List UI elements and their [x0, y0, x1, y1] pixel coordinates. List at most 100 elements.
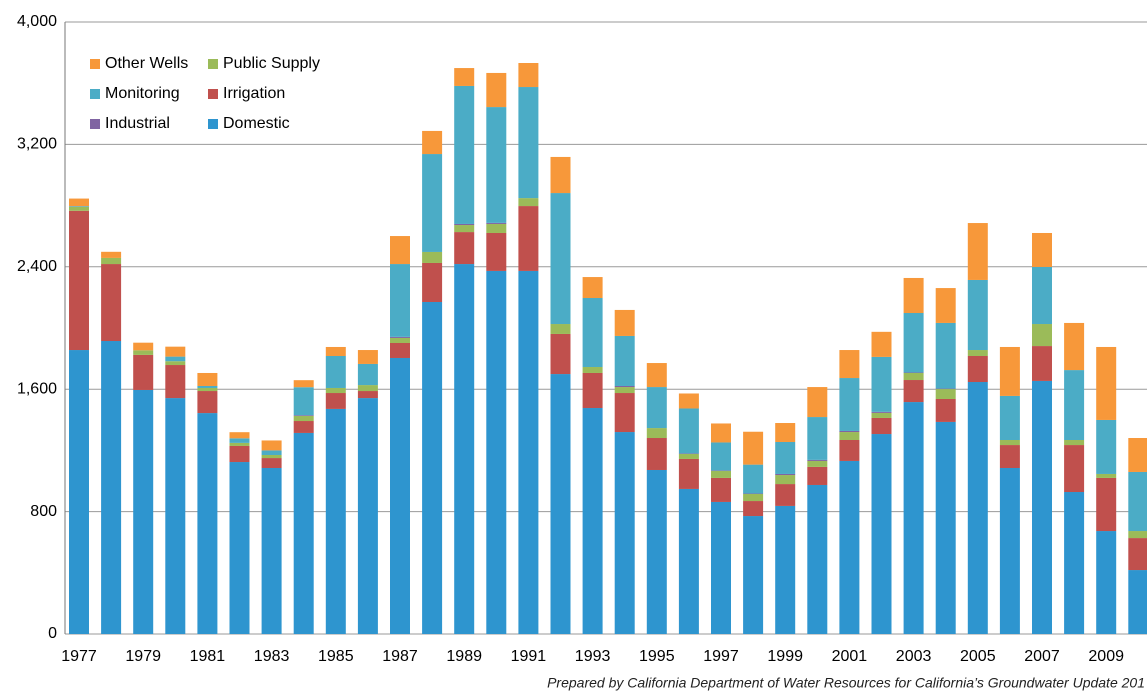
bar-segment	[1064, 322, 1085, 371]
bar-segment	[390, 337, 410, 343]
x-tick-label: 1989	[446, 648, 482, 665]
bar-segment	[261, 440, 282, 451]
bar-segment	[678, 453, 699, 459]
bar-segment	[197, 387, 218, 392]
bar-segment	[711, 423, 731, 443]
bar-segment	[903, 313, 924, 373]
y-tick-label: 0	[48, 625, 57, 642]
bar-segment	[293, 415, 314, 422]
bar-segment	[1032, 346, 1052, 381]
bar-segment	[1128, 538, 1147, 571]
bar-segment	[839, 460, 860, 634]
bar-segment	[1032, 380, 1052, 634]
bar-segment	[646, 387, 667, 429]
bar-segment	[839, 350, 860, 379]
bar-segment	[357, 391, 378, 399]
legend-label: Public Supply	[223, 55, 320, 72]
bar-segment	[743, 431, 764, 465]
bar-segment	[518, 206, 539, 271]
bar-segment	[871, 412, 892, 418]
bar-segment	[646, 438, 667, 470]
bar-segment	[646, 428, 667, 439]
bar-segment	[550, 333, 571, 375]
y-tick-label: 800	[30, 503, 57, 520]
bar-segment	[967, 382, 988, 634]
bar-segment	[69, 210, 89, 351]
bar-segment	[935, 389, 956, 399]
bar-segment	[1128, 471, 1147, 532]
bar-segment	[454, 68, 475, 86]
bar-segment	[1032, 232, 1052, 267]
bar-segment	[903, 402, 924, 634]
bar-segment	[582, 408, 603, 634]
bar-segment	[711, 477, 731, 502]
legend-swatch	[90, 119, 100, 129]
bar-segment	[1128, 570, 1147, 634]
bar-segment	[454, 232, 475, 265]
bar-segment	[422, 251, 443, 263]
x-tick-label: 1991	[511, 648, 547, 665]
x-tick-label: 1983	[254, 648, 290, 665]
bar-segment	[486, 232, 507, 271]
bar-segment	[422, 130, 443, 155]
bar-segment	[775, 441, 796, 474]
bar-segment	[743, 516, 764, 634]
bar-segment	[711, 470, 731, 478]
bar-segment	[229, 432, 250, 439]
bar-segment	[711, 442, 731, 471]
bar-segment	[1064, 445, 1085, 493]
bar-segment	[454, 223, 475, 226]
bar-segment	[1032, 324, 1052, 347]
bar-segment	[1064, 370, 1085, 440]
bar-segment	[743, 501, 764, 517]
legend-label: Other Wells	[105, 55, 188, 72]
bar-segment	[293, 380, 314, 388]
bar-segment	[871, 417, 892, 435]
y-tick-label: 3,200	[17, 136, 57, 153]
bar-segment	[999, 395, 1020, 440]
bar-segment	[518, 63, 539, 88]
bar-segment	[101, 341, 122, 634]
bar-segment	[293, 432, 314, 634]
bar-segment	[807, 387, 828, 418]
bar-segment	[999, 467, 1020, 634]
bar-segment	[839, 430, 860, 433]
bar-segment	[711, 501, 731, 634]
bar-segment	[967, 350, 988, 356]
bar-segment	[678, 488, 699, 634]
bar-segment	[325, 393, 346, 409]
legend-label: Irrigation	[223, 85, 285, 102]
bar-segment	[293, 387, 314, 416]
legend-swatch	[90, 59, 100, 69]
footer: Prepared by California Department of Wat…	[547, 675, 1145, 691]
x-tick-label: 1979	[125, 648, 161, 665]
bar-segment	[614, 385, 635, 388]
legend-swatch	[208, 59, 218, 69]
bar-segment	[743, 494, 764, 502]
bar-segment	[967, 279, 988, 351]
bar-segment	[325, 408, 346, 634]
bar-segment	[550, 193, 571, 325]
bar-segment	[614, 309, 635, 336]
x-tick-label: 2007	[1024, 648, 1060, 665]
bar-segment	[101, 251, 122, 258]
bar-segment	[69, 198, 89, 207]
bar-segment	[133, 389, 154, 634]
bar-segment	[357, 398, 378, 634]
bar-segment	[69, 206, 89, 211]
bar-segment	[935, 322, 956, 389]
bar-segment	[1096, 419, 1117, 474]
bar-segment	[614, 432, 635, 634]
bar-segment	[1096, 346, 1117, 420]
bar-segment	[871, 331, 892, 357]
bar-segment	[775, 505, 796, 634]
bar-segment	[999, 439, 1020, 446]
bar-segment	[550, 324, 571, 334]
bar-segment	[390, 357, 410, 634]
bar-segment	[133, 354, 154, 390]
x-tick-label: 1997	[703, 648, 739, 665]
bar-segment	[390, 264, 410, 337]
x-tick-label: 1995	[639, 648, 675, 665]
bar-segment	[165, 398, 186, 634]
bar-segment	[357, 385, 378, 392]
